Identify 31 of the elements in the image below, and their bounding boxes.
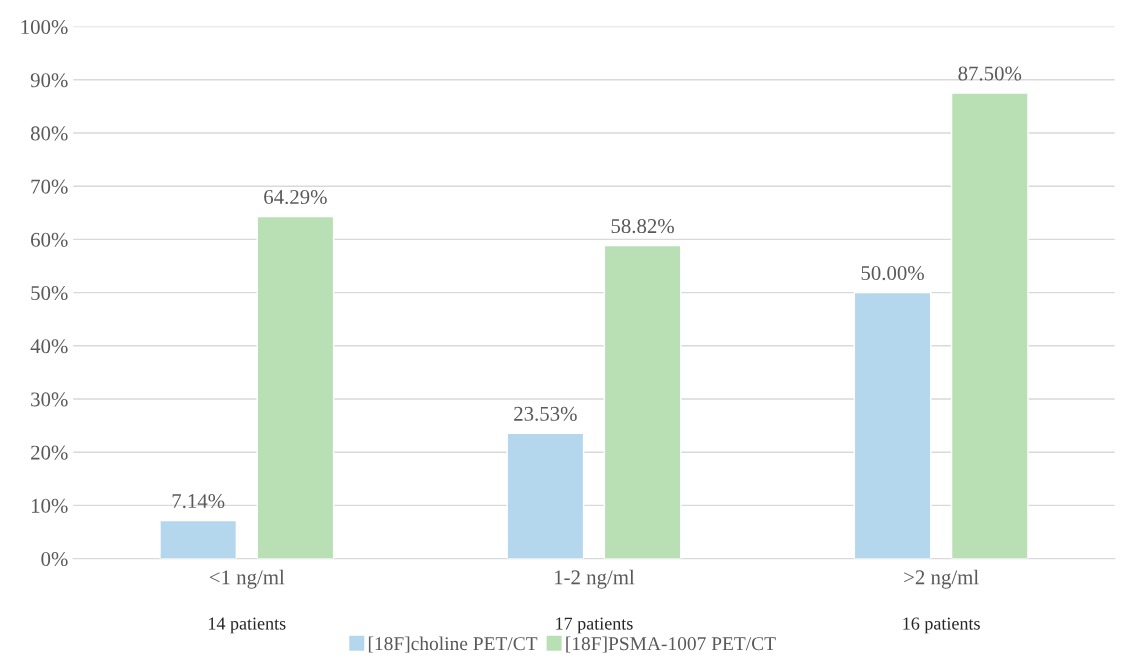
x-tick-label: 1-2 ng/ml [555, 569, 635, 589]
y-tick-label: 40% [30, 339, 68, 354]
y-tick-label: 60% [31, 232, 68, 247]
y-tick-label: 70% [31, 179, 68, 194]
data-label: 87.50% [958, 66, 1022, 81]
bar [506, 432, 585, 559]
text: 17 patients [556, 617, 633, 634]
data-label: 23.53% [514, 406, 577, 421]
y-tick-label: 10% [31, 498, 68, 513]
data-label: 50.00% [861, 265, 924, 281]
y-tick-label: 20% [31, 445, 68, 460]
bar [159, 519, 238, 559]
y-tick-label: 0% [41, 551, 68, 567]
x-tick-label: >2 ng/ml [904, 569, 979, 589]
y-tick-label: 90% [30, 73, 68, 88]
text: 14 patients [209, 617, 286, 634]
legend-label: [18F]choline PET/CT [368, 636, 538, 653]
bar [603, 244, 682, 559]
legend-label: [18F]PSMA-1007 PET/CT [566, 636, 776, 653]
data-label: 58.82% [611, 219, 674, 234]
bar [950, 92, 1029, 559]
y-tick-label: 30% [31, 392, 68, 407]
y-tick-label: 50% [31, 285, 68, 301]
data-label: 64.29% [264, 189, 327, 205]
x-tick-label: <1 ng/ml [209, 569, 285, 589]
y-tick-label: 80% [30, 126, 68, 141]
data-label: 7.14% [172, 493, 225, 509]
text: 16 patients [903, 617, 980, 634]
bar [853, 291, 932, 559]
bar [256, 215, 335, 559]
y-tick-label: 100% [21, 19, 68, 35]
